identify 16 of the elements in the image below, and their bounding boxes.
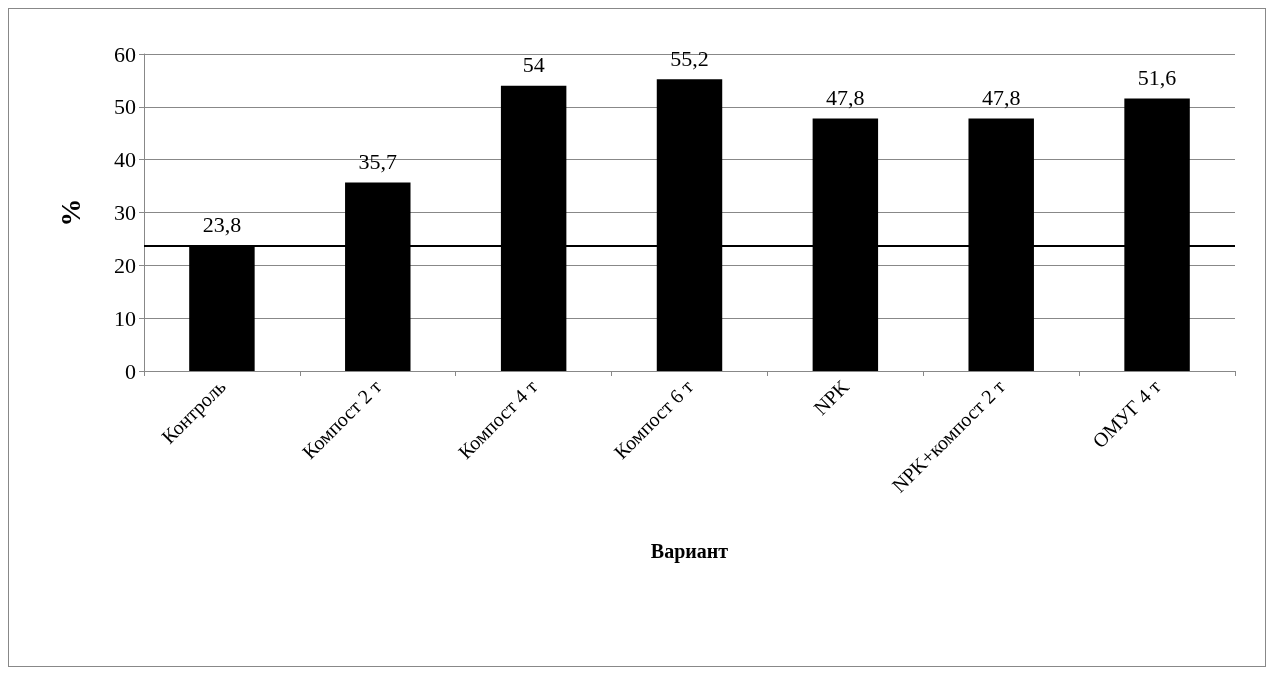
y-tick-label: 20 xyxy=(114,252,136,278)
data-label: 47,8 xyxy=(981,84,1021,110)
y-axis-title: % xyxy=(54,198,86,227)
y-tick-label: 10 xyxy=(114,305,136,331)
x-axis-title: Вариант xyxy=(650,540,729,563)
data-label: 35,7 xyxy=(358,148,398,174)
data-label: 23,8 xyxy=(202,211,242,237)
data-label: 51,6 xyxy=(1137,64,1177,90)
data-label: 55,2 xyxy=(670,45,709,71)
y-tick-label: 60 xyxy=(114,41,136,67)
data-label: 47,8 xyxy=(826,84,865,110)
y-tick-label: 40 xyxy=(114,147,136,173)
y-tick-label: 0 xyxy=(125,358,136,384)
y-tick-label: 30 xyxy=(114,200,136,225)
data-label: 54 xyxy=(522,52,545,78)
y-tick-label: 50 xyxy=(114,94,136,120)
